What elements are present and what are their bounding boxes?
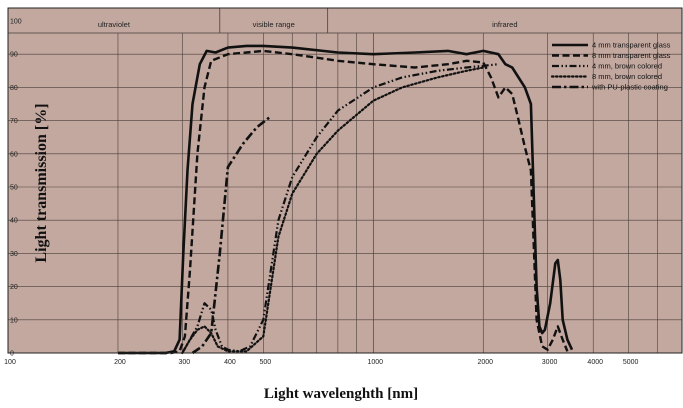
- series-line: [118, 49, 569, 355]
- band-label: infrared: [492, 20, 517, 29]
- y-tick-label: 10: [10, 317, 18, 324]
- x-tick-label: 2000: [477, 359, 493, 366]
- y-tick-label: 30: [10, 251, 18, 258]
- y-tick-label: 0: [10, 351, 14, 358]
- legend-label: 8 mm, brown colored: [592, 72, 662, 81]
- x-tick-label: 5000: [623, 359, 639, 366]
- series-line: [191, 116, 271, 355]
- x-tick-label: 500: [259, 359, 271, 366]
- band-label: ultraviolet: [98, 20, 131, 29]
- y-tick-label: 80: [10, 85, 18, 92]
- y-tick-label: 20: [10, 284, 18, 291]
- series-line: [118, 44, 574, 355]
- x-tick-label: 1000: [368, 359, 384, 366]
- y-tick-label: 50: [10, 185, 18, 192]
- y-tick-label: 100: [10, 19, 22, 26]
- legend-label: with PU-plastic coating: [591, 83, 668, 92]
- y-tick-label: 60: [10, 151, 18, 158]
- band-label: visible range: [253, 20, 295, 29]
- x-tick-label: 300: [178, 359, 190, 366]
- x-tick-label: 4000: [587, 359, 603, 366]
- series-line: [181, 63, 499, 354]
- series-line: [181, 66, 485, 355]
- x-tick-label: 100: [4, 359, 16, 366]
- x-axis-label: Light wavelenghth [nm]: [264, 386, 418, 402]
- plot-frame: [7, 7, 683, 354]
- y-tick-label: 40: [10, 218, 18, 225]
- legend-label: 4 mm transparent glass: [592, 41, 671, 50]
- y-tick-label: 90: [10, 52, 18, 59]
- plot-background: [8, 8, 682, 353]
- y-tick-label: 70: [10, 118, 18, 125]
- legend-label: 4 mm, brown colored: [592, 62, 662, 71]
- legend-label: 8 mm transparent glass: [592, 51, 671, 60]
- axis-ticks: 0 10 20 30 40 50 60 70 80 90 100 100 200 300 400 500 100…: [4, 19, 638, 367]
- x-tick-label: 3000: [542, 359, 558, 366]
- y-axis-label: Light transmission [%]: [33, 103, 50, 262]
- spectral-bands: ultraviolet visible range infrared: [8, 8, 682, 34]
- x-tick-label: 200: [114, 359, 126, 366]
- series-layer: [118, 44, 574, 355]
- x-tick-label: 400: [224, 359, 236, 366]
